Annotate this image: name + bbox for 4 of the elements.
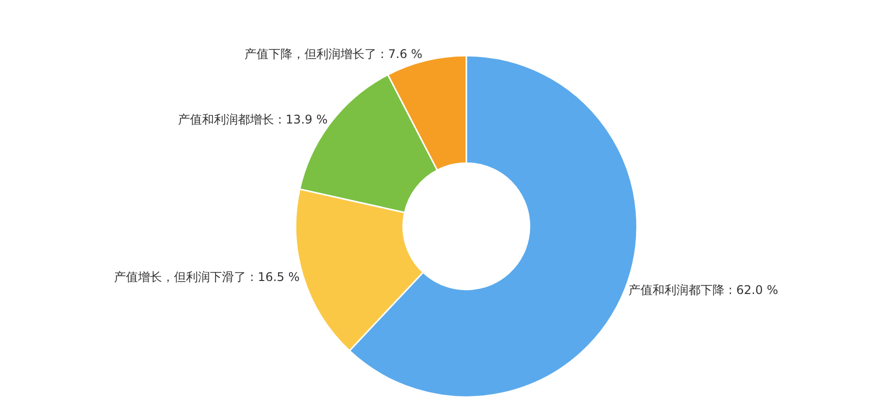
slice-label: 产值和利润都增长 : 13.9 % (178, 112, 328, 126)
slice-label: 产值增长，但利润下滑了 : 16.5 % (114, 270, 300, 284)
slice-label: 产值和利润都下降 : 62.0 % (628, 283, 778, 298)
slice-label: 产值下降，但利润增长了 : 7.6 % (244, 46, 422, 61)
